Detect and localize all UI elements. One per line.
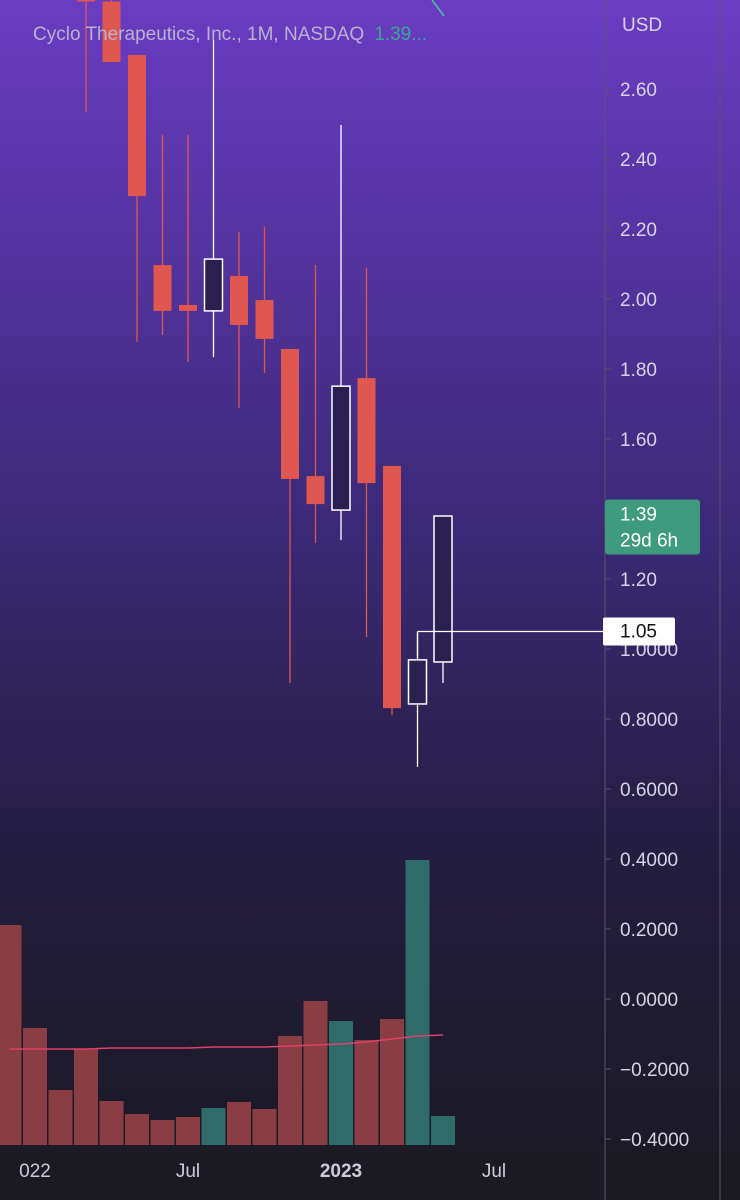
candle-body — [433, 515, 453, 663]
y-tick-label: 1.60 — [620, 430, 657, 451]
y-tick-label: 1.80 — [620, 360, 657, 381]
volume-bar — [201, 1108, 226, 1145]
candle-body — [77, 0, 95, 2]
x-tick-label: 022 — [19, 1161, 51, 1182]
price-label: 1.39 — [620, 505, 657, 526]
candle-body — [255, 300, 274, 339]
y-tick-label: 1.20 — [620, 570, 657, 591]
volume-bar — [176, 1117, 200, 1145]
volume-ma-line — [9, 1034, 444, 1050]
y-tick-label: 0.2000 — [620, 920, 678, 941]
y-tick-label: 0.0000 — [620, 990, 678, 1011]
candle-body — [179, 304, 197, 311]
volume-pane — [0, 860, 455, 1145]
time-axis-bg — [0, 1150, 740, 1200]
y-axis: 2.602.402.202.001.801.601.201.00000.8000… — [605, 80, 689, 1151]
volume-bar — [354, 1040, 379, 1145]
volume-bar — [252, 1109, 277, 1145]
candle-body — [281, 349, 299, 479]
volume-bar — [329, 1021, 353, 1145]
y-tick-label: 0.8000 — [620, 710, 678, 731]
crosshair-label-bg — [603, 617, 675, 646]
price-label-bg — [605, 499, 700, 555]
volume-bar — [48, 1090, 73, 1145]
candle-body — [128, 55, 146, 197]
volume-bar — [303, 1001, 328, 1145]
y-tick-label: −0.2000 — [620, 1060, 689, 1081]
y-tick-label: −0.4000 — [620, 1130, 689, 1151]
volume-bar — [23, 1028, 47, 1145]
x-tick-label: Jul — [482, 1161, 506, 1182]
candle-body — [102, 1, 121, 63]
candle-body — [153, 265, 172, 311]
price-pane — [77, 0, 453, 767]
header: Cyclo Therapeutics, Inc., 1M, NASDAQ 1.39… — [33, 24, 427, 45]
y-tick-label: 2.20 — [620, 220, 657, 241]
y-tick-label: 0.6000 — [620, 780, 678, 801]
candle-body — [203, 258, 224, 312]
volume-bar — [99, 1101, 124, 1145]
candle-body — [230, 275, 248, 325]
candle-body — [383, 465, 401, 709]
y-tick-label: 0.4000 — [620, 850, 678, 871]
volume-bar — [125, 1114, 149, 1145]
volume-bar — [431, 1116, 455, 1145]
candle-body — [357, 378, 376, 484]
volume-bar — [278, 1036, 302, 1145]
y-tick-label: 2.60 — [620, 80, 657, 101]
volume-bar — [0, 925, 22, 1145]
candle-body — [407, 659, 428, 705]
volume-bar — [227, 1102, 251, 1145]
indicator-line — [431, 0, 445, 17]
currency: USD — [622, 15, 662, 36]
volume-bar — [405, 860, 430, 1145]
crosshair-label: 1.05 — [620, 622, 657, 643]
x-tick-label: 2023 — [320, 1161, 362, 1182]
candle-body — [306, 476, 325, 505]
last-value: 1.39... — [374, 24, 427, 45]
volume-bar — [74, 1049, 98, 1145]
price-countdown: 29d 6h — [620, 531, 678, 552]
overlay: 1.05 1.39 29d 6h — [416, 499, 700, 658]
background — [0, 0, 740, 1150]
chart-title: Cyclo Therapeutics, Inc., 1M, NASDAQ — [33, 24, 364, 45]
y-tick-label: 2.40 — [620, 150, 657, 171]
y-tick-label: 2.00 — [620, 290, 657, 311]
candle-body — [331, 385, 351, 511]
volume-bar — [150, 1120, 175, 1145]
x-tick-label: Jul — [176, 1161, 200, 1182]
